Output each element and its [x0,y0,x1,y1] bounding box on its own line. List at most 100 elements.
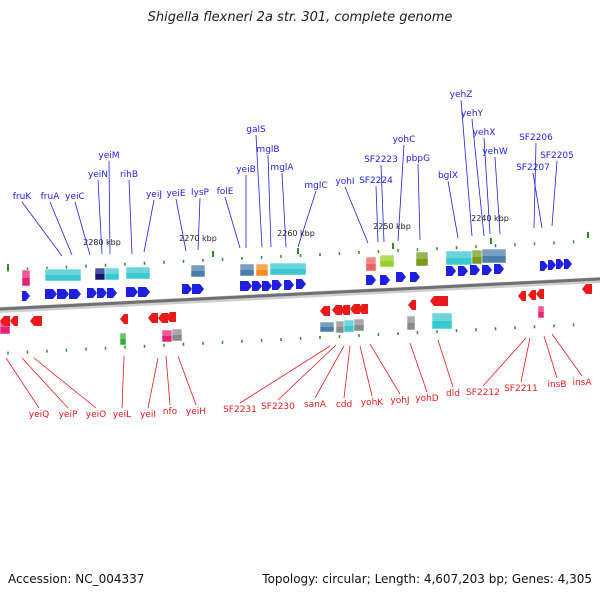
forward-gene-arrow [410,272,420,282]
forward-label-leader [297,190,317,248]
feature-box [119,332,127,346]
accession-value: NC_004337 [75,572,145,586]
reverse-gene-arrow [358,304,368,314]
reverse-label-leader [482,337,527,387]
forward-gene-arrow [272,280,282,290]
reverse-gene-label: yohK [361,398,385,408]
reverse-gene-label: SF2231 [223,405,257,415]
forward-label-leader [175,198,187,252]
forward-gene-arrow [458,266,468,276]
feature-box [431,312,453,330]
reverse-gene-label: yeiI [140,410,156,420]
forward-gene-label: yehZ [450,90,473,100]
reverse-gene-arrow [518,291,526,301]
feature-box [319,321,335,333]
reverse-label-leader [369,343,401,395]
forward-gene-arrow [540,261,548,271]
reverse-gene-label: SF2211 [504,384,538,394]
reverse-gene-arrow [528,290,536,300]
forward-label-leader [471,118,485,237]
forward-gene-label: mglA [270,163,294,173]
feature-box [537,305,545,319]
feature-box [353,318,365,332]
reverse-gene-label: yeiH [186,407,206,417]
forward-gene-arrow [240,281,252,291]
scale-label: 2270 kbp [179,234,217,243]
forward-label-leader [97,179,103,255]
reverse-label-leader [343,345,351,399]
feature-box-highlight [366,257,376,264]
reverse-gene-label: yohD [415,394,439,404]
forward-gene-label: yeiE [166,189,185,199]
feature-box-highlight [120,333,126,339]
feature-box-highlight [172,329,182,335]
map-title: Shigella flexneri 2a str. 301, complete … [147,10,453,25]
reverse-label-leader [543,335,558,379]
feature-box-highlight [432,313,452,321]
reverse-gene-arrow [408,300,416,310]
forward-label-leader [447,180,459,239]
forward-label-leader [460,99,473,237]
forward-label-leader [224,196,241,249]
forward-gene-arrow [284,280,294,290]
reverse-label-leader [21,357,69,409]
forward-gene-label: yohI [335,177,354,187]
gene-arrows [0,259,592,326]
forward-gene-arrow [252,281,262,291]
forward-gene-arrow [192,284,204,294]
reverse-label-leader [165,355,171,406]
forward-gene-label: lysP [191,188,210,198]
reverse-gene-arrow [536,289,544,299]
forward-gene-label: folE [217,187,234,197]
forward-label-leader [483,137,491,235]
genome-backbone [0,277,600,313]
forward-gene-label: yehW [482,147,508,157]
scale-label: 2280 kbp [83,238,121,247]
reverse-gene-label: SF2212 [466,388,500,398]
feature-box-highlight [407,316,415,323]
reverse-gene-label: dld [446,389,460,399]
backbone-line [0,277,600,311]
feature-box-highlight [320,322,334,327]
length-label: Length: [374,572,421,586]
forward-label-leader [397,144,405,242]
forward-label-leader [108,160,111,255]
reverse-gene-arrow [320,306,330,316]
reverse-gene-arrow [0,316,10,326]
reverse-gene-label: insB [547,380,566,390]
reverse-label-leader [239,345,331,404]
reverse-gene-arrow [158,313,168,323]
forward-gene-arrow [126,287,138,297]
feature-box-highlight [380,255,394,261]
forward-gene-label: yehY [461,109,484,119]
reverse-label-leader [121,355,125,409]
forward-gene-label: SF2207 [516,163,550,173]
feature-box [379,254,395,268]
forward-gene-label: yeiC [65,192,85,202]
forward-gene-label: mglC [304,181,327,191]
reverse-gene-label: sanA [304,400,327,410]
feature-box [190,264,206,278]
feature-box-highlight [472,250,482,257]
reverse-gene-label: SF2230 [261,402,295,412]
reverse-gene-label: insA [572,378,592,388]
reverse-gene-arrow [148,313,158,323]
feature-box-highlight [344,320,354,326]
reverse-label-leader [277,344,337,401]
reverse-gene-arrow [30,316,42,326]
reverse-gene-label: cdd [336,400,352,410]
forward-label-leader [494,156,501,235]
reverse-gene-arrow [332,305,342,315]
forward-gene-label: pbpG [406,154,430,164]
feature-box [44,268,82,282]
forward-gene-arrow [262,281,272,291]
feature-box [481,248,507,264]
reverse-label-leader [409,342,428,393]
forward-label-leader [21,201,63,257]
feature-box-highlight [416,252,428,259]
feature-box-highlight [256,264,268,270]
forward-gene-arrow [138,287,150,297]
forward-gene-label: yeiJ [146,190,162,200]
forward-gene-arrow [446,266,456,276]
feature-box [415,251,429,267]
